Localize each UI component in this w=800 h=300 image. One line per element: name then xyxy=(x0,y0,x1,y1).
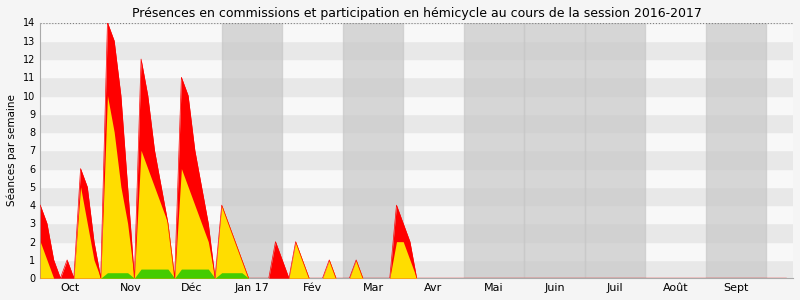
Bar xyxy=(40,22,793,41)
Bar xyxy=(40,59,793,77)
Bar xyxy=(40,224,793,242)
Bar xyxy=(40,260,793,278)
Bar xyxy=(40,96,793,114)
Bar xyxy=(40,150,793,169)
Bar xyxy=(40,187,793,205)
Title: Présences en commissions et participation en hémicycle au cours de la session 20: Présences en commissions et participatio… xyxy=(132,7,702,20)
Bar xyxy=(524,22,585,278)
Bar xyxy=(222,22,282,278)
Y-axis label: Séances par semaine: Séances par semaine xyxy=(7,94,18,206)
Bar xyxy=(40,132,793,150)
Bar xyxy=(40,205,793,224)
Bar xyxy=(40,114,793,132)
Bar xyxy=(585,22,645,278)
Bar xyxy=(40,4,793,22)
Bar xyxy=(40,242,793,260)
Bar xyxy=(40,41,793,59)
Bar xyxy=(40,77,793,96)
Bar xyxy=(40,169,793,187)
Bar xyxy=(464,22,524,278)
Bar xyxy=(342,22,403,278)
Bar xyxy=(706,22,766,278)
